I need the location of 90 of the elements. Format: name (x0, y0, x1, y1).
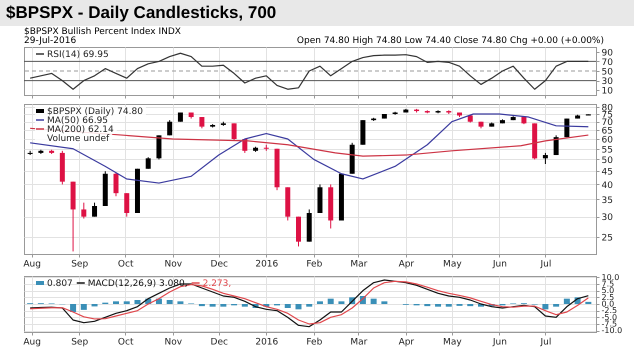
y-tick-label: 50 (602, 156, 614, 166)
x-tick-label: May (443, 338, 462, 348)
y-tick-label: 2.5 (602, 292, 614, 302)
legend-label: MA(200) 62.14 (47, 125, 114, 135)
bar (177, 301, 184, 304)
x-tick-label: Dec (210, 338, 228, 348)
x-tick-label: Jul (539, 260, 552, 270)
y-tick-label: 10 (602, 86, 614, 97)
bar (124, 301, 130, 304)
bar (446, 304, 452, 307)
x-tick-label: Sep (71, 260, 88, 270)
bar (284, 304, 291, 308)
x-tick-label: Feb (306, 260, 323, 270)
y-tick-label: 0.0 (602, 300, 614, 308)
y-tick-label: 7.5 (602, 280, 614, 288)
y-tick-label: 70 (602, 58, 614, 68)
x-tick-label: Aug (23, 338, 41, 348)
bar (328, 298, 334, 304)
y-tick-label: -2.5 (602, 306, 618, 316)
y-tick-label: 65 (602, 126, 613, 137)
y-tick-label: -10.0 (602, 326, 622, 336)
candlestick (146, 156, 151, 170)
bar (134, 300, 140, 304)
bar (338, 301, 344, 304)
x-tick-label: Aug (23, 260, 41, 270)
bar (296, 304, 302, 310)
x-tick-label: Jun (492, 260, 507, 270)
candlestick (92, 202, 98, 218)
y-tick-label: 40 (602, 180, 614, 191)
candlestick (232, 122, 237, 142)
y-tick-label: 10.0 (602, 272, 620, 282)
y-tick-label: 25 (602, 234, 613, 244)
x-tick-label: 2016 (255, 338, 279, 348)
chart-subtitle: $BPSPX Bullish Percent Index INDX (24, 27, 181, 37)
y-tick-label: 45 (602, 168, 613, 178)
x-tick-label: May (443, 260, 462, 270)
bar (166, 300, 173, 304)
x-tick-label: Apr (398, 338, 414, 348)
x-tick-label: Oct (118, 260, 134, 270)
y-tick-label: 50 (602, 68, 614, 78)
bar (381, 301, 388, 304)
x-tick-label: Mar (350, 260, 368, 270)
bar (70, 304, 76, 312)
y-tick-label: 35 (602, 196, 613, 206)
candlestick (167, 120, 172, 136)
candlestick (542, 152, 548, 165)
bar (220, 304, 226, 307)
bar (113, 301, 120, 304)
bar (242, 304, 248, 307)
x-tick-label: Mar (350, 338, 368, 348)
annotation: Volume undef (47, 134, 110, 144)
x-tick-label: Jun (492, 338, 507, 348)
candlestick (114, 172, 119, 197)
candlestick (124, 192, 130, 218)
bar (210, 304, 216, 307)
bar (80, 304, 87, 310)
legend-label: 2.273, (202, 279, 232, 289)
chart-title: $BPSPX - Daily Candlesticks, 700 (0, 0, 634, 26)
y-tick-label: -5.0 (602, 312, 618, 322)
y-tick-label: 90 (602, 48, 614, 58)
text: Open 74.80 High 74.80 Low 74.40 Close 74.80 Chg +0.00 (+0.00%) (296, 36, 604, 46)
bar (316, 301, 323, 304)
y-tick-label: 30 (602, 77, 614, 88)
legend-label: $BPSPX (Daily) 74.80 (47, 107, 144, 117)
bar (553, 304, 560, 307)
candlestick (81, 202, 86, 220)
text: 29-Jul-2016 (24, 36, 76, 46)
x-tick-label: Sep (71, 338, 88, 348)
x-tick-label: Nov (164, 260, 183, 270)
y-tick-label: 55 (602, 145, 613, 156)
y-tick-label: -7.5 (602, 320, 618, 328)
y-tick-label: 60 (602, 136, 614, 146)
x-tick-label: Jul (539, 338, 552, 348)
legend-label: MA(50) 66.95 (47, 116, 108, 126)
x-tick-label: Apr (398, 260, 414, 270)
x-tick-label: 2016 (255, 260, 279, 270)
legend-label: 0.807 (47, 279, 73, 289)
y-tick-label: 5.0 (602, 286, 614, 296)
legend-label: RSI(14) 69.95 (47, 50, 109, 60)
candlestick (199, 116, 204, 129)
bar (370, 298, 377, 304)
bar (306, 304, 312, 307)
x-tick-label: Feb (306, 338, 323, 348)
x-tick-label: Oct (118, 338, 134, 348)
y-tick-label: 30 (602, 213, 614, 224)
x-tick-label: Dec (210, 260, 228, 270)
bar (435, 304, 442, 307)
x-tick-label: Nov (164, 338, 183, 348)
bar (542, 304, 548, 310)
bar (564, 298, 570, 304)
